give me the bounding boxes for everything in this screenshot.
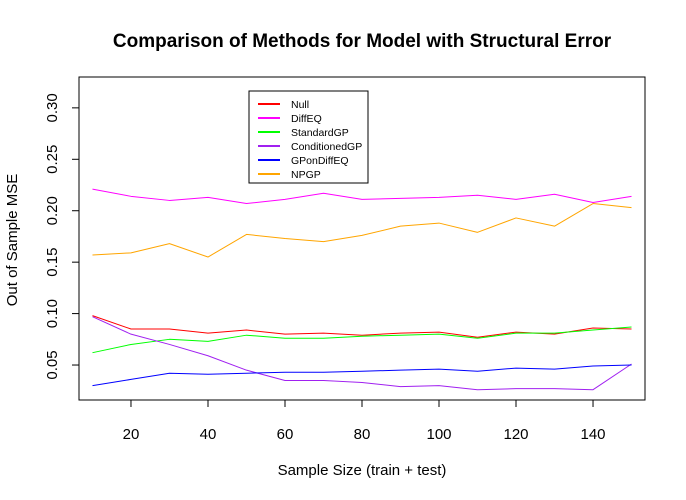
y-tick-label: 0.15 [44,248,61,277]
y-axis-label: Out of Sample MSE [4,174,21,307]
x-tick-label: 120 [503,426,528,443]
legend-label: NPGP [291,169,321,181]
legend-items: Null DiffEQ StandardGP ConditionedGP GPonDif… [258,99,362,181]
legend-box [248,90,369,184]
legend: Null DiffEQ StandardGP ConditionedGP GPonDif… [248,90,369,184]
y-tick-label: 0.20 [44,196,61,225]
legend-label: DiffEQ [291,113,322,125]
y-tick-label: 0.10 [44,299,61,328]
series-line-conditionedgp [92,316,632,391]
series-line-standardgp [92,326,632,354]
series-layer [92,188,632,391]
x-axis: 20 40 60 80 100 120 140 [123,400,606,443]
legend-label: Null [291,99,309,111]
x-axis-label: Sample Size (train + test) [278,462,447,479]
y-tick-label: 0.05 [44,350,61,379]
chart-title: Comparison of Methods for Model with Str… [113,31,612,52]
y-tick-label: 0.25 [44,145,61,174]
series-line-npgp [92,203,632,258]
x-tick-label: 80 [354,426,371,443]
x-tick-label: 40 [200,426,217,443]
x-tick-label: 20 [123,426,140,443]
y-axis: 0.05 0.10 0.15 0.20 0.25 0.30 [44,93,79,380]
x-tick-label: 140 [581,426,606,443]
y-tick-label: 0.30 [44,93,61,122]
legend-label: StandardGP [291,127,349,139]
x-tick-label: 60 [277,426,294,443]
legend-label: GPonDiffEQ [291,155,349,167]
legend-label: ConditionedGP [291,141,362,153]
series-line-gpondiffeq [92,364,632,387]
x-tick-label: 100 [426,426,451,443]
series-line-diffeq [92,188,632,205]
